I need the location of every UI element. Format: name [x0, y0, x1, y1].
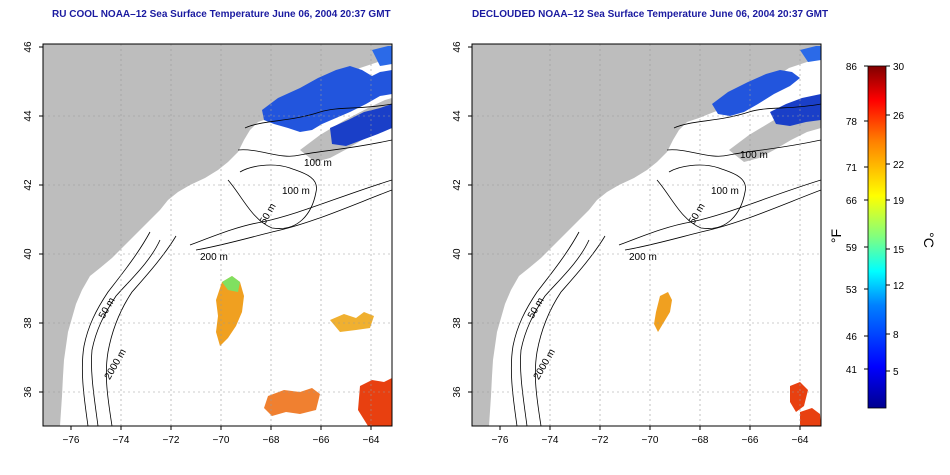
lat-tick-label: 36 [23, 386, 34, 398]
graticule [43, 44, 392, 426]
contour-label: 100 m [740, 150, 768, 161]
cold-water-patch [712, 70, 800, 116]
fahrenheit-tick: 46 [846, 332, 858, 343]
warm-water-patch [790, 382, 808, 412]
lat-tick-label: 42 [23, 179, 34, 191]
bathymetry-contours [81, 103, 392, 426]
celsius-axis-label: °C [921, 232, 937, 248]
celsius-tick: 19 [893, 196, 905, 207]
fahrenheit-tick: 78 [846, 117, 858, 128]
bathymetry-contours [510, 103, 821, 426]
cold-water-patch [262, 66, 392, 132]
lat-tick-label: 40 [23, 248, 34, 260]
warm-water-patch [264, 388, 320, 416]
celsius-tick: 12 [893, 281, 905, 292]
contour-label: 100 m [711, 186, 739, 197]
map-frame [471, 43, 822, 427]
contour-label: 100 m [304, 158, 332, 169]
fahrenheit-tick: 86 [846, 62, 858, 73]
graticule [472, 44, 821, 426]
lon-tick-label: −76 [492, 435, 509, 446]
lon-tick-label: −70 [642, 435, 659, 446]
left-sst-map: 100 m 100 m 50 m 200 m 50 m 2000 m [42, 43, 393, 427]
celsius-tick: 30 [893, 62, 905, 73]
lat-tick-label: 36 [452, 386, 463, 398]
celsius-tick: 22 [893, 160, 905, 171]
lat-tick-label: 38 [452, 317, 463, 329]
lon-tick-label: −66 [742, 435, 759, 446]
lon-tick-label: −66 [313, 435, 330, 446]
celsius-tick: 15 [893, 245, 905, 256]
warm-water-patch [216, 276, 244, 346]
warm-water-patch [358, 378, 392, 426]
lat-tick-label: 40 [452, 248, 463, 260]
lat-tick-label: 42 [452, 179, 463, 191]
land-mass [43, 44, 392, 426]
right-sst-map: 100 m 100 m 50 m 200 m 50 m 2000 m [471, 43, 822, 427]
map-frame [42, 43, 393, 427]
contour-label: 100 m [282, 186, 310, 197]
fahrenheit-tick: 53 [846, 285, 858, 296]
lon-tick-label: −74 [113, 435, 130, 446]
lon-tick-label: −76 [63, 435, 80, 446]
warm-water-patch [330, 312, 374, 332]
lat-tick-label: 38 [23, 317, 34, 329]
celsius-tick: 8 [893, 330, 899, 341]
celsius-tick: 26 [893, 111, 905, 122]
lon-tick-label: −68 [692, 435, 709, 446]
right-map-title: DECLOUDED NOAA–12 Sea Surface Temperatur… [472, 9, 829, 20]
left-map-title: RU COOL NOAA–12 Sea Surface Temperature … [52, 9, 391, 20]
lon-tick-label: −70 [213, 435, 230, 446]
land-mass [472, 44, 821, 426]
warm-water-patch [222, 276, 240, 292]
celsius-tick: 5 [893, 367, 899, 378]
contour-label: 200 m [200, 252, 228, 263]
warm-water-patch [800, 408, 821, 426]
colorbar-gradient [867, 65, 887, 409]
temperature-colorbar: 86 78 71 66 59 53 46 41 30 26 22 19 15 1… [828, 62, 937, 409]
lat-tick-label: 44 [23, 110, 34, 122]
lon-tick-label: −74 [542, 435, 559, 446]
fahrenheit-tick: 41 [846, 365, 858, 376]
lat-tick-label: 46 [23, 41, 34, 53]
lon-tick-label: −64 [363, 435, 380, 446]
lon-tick-label: −68 [263, 435, 280, 446]
contour-label: 200 m [629, 252, 657, 263]
lon-tick-label: −72 [592, 435, 609, 446]
cold-water-patch [770, 94, 821, 126]
right-lat-axis: 46 44 42 40 38 36 [452, 41, 472, 398]
lon-tick-label: −72 [163, 435, 180, 446]
fahrenheit-tick: 59 [846, 243, 858, 254]
fahrenheit-tick: 71 [846, 163, 858, 174]
lat-tick-label: 44 [452, 110, 463, 122]
right-lon-axis: −76 −74 −72 −70 −68 −66 −64 [492, 426, 809, 446]
left-lon-axis: −76 −74 −72 −70 −68 −66 −64 [63, 426, 380, 446]
left-lat-axis: 46 44 42 40 38 36 [23, 41, 43, 398]
fahrenheit-tick: 66 [846, 196, 858, 207]
cold-water-patch [372, 46, 392, 66]
warm-water-patch [654, 292, 672, 332]
cold-water-patch [800, 46, 821, 62]
lon-tick-label: −64 [792, 435, 809, 446]
lat-tick-label: 46 [452, 41, 463, 53]
fahrenheit-axis-label: °F [828, 229, 844, 243]
cold-water-patch [330, 104, 392, 146]
